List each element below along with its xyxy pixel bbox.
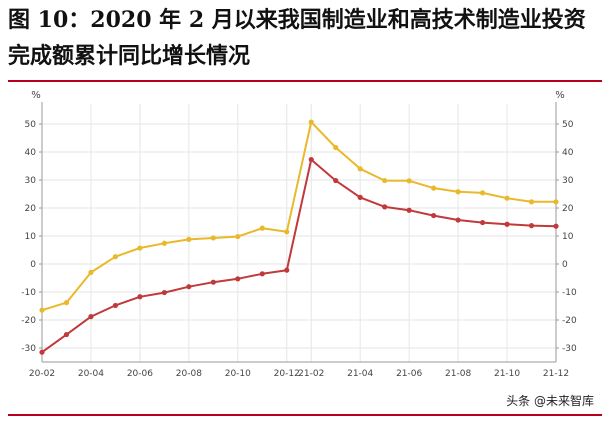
data-point	[382, 177, 388, 184]
data-point	[235, 276, 241, 282]
data-point	[235, 233, 241, 240]
data-point	[528, 223, 535, 229]
data-point	[186, 284, 192, 290]
y-tick-label-right: -10	[562, 288, 577, 298]
y-tick-label-right: 30	[562, 176, 574, 186]
series-line-2	[41, 121, 556, 312]
y-tick-label-right: 0	[562, 260, 568, 270]
x-tick-label: 21-02	[298, 369, 324, 379]
y-unit-left: %	[31, 90, 41, 101]
bottom-divider	[8, 414, 602, 416]
data-point	[88, 314, 94, 320]
data-point	[63, 300, 70, 306]
data-point	[455, 217, 461, 223]
data-point	[161, 289, 167, 296]
data-point	[88, 269, 94, 275]
title-divider	[8, 80, 602, 82]
y-tick-label-right: 10	[562, 232, 574, 242]
x-tick-label: 21-04	[347, 369, 373, 379]
y-tick-label-left: 40	[25, 148, 37, 158]
data-point	[112, 254, 119, 260]
figure-title: 图 10：2020 年 2 月以来我国制造业和高技术制造业投资完成额累计同比增长…	[8, 7, 586, 69]
y-tick-label-right: 40	[562, 148, 574, 158]
data-point	[357, 194, 363, 200]
x-tick-label: 20-12	[274, 369, 300, 379]
y-tick-label-right: -30	[562, 344, 577, 354]
y-unit-right: %	[555, 90, 565, 101]
watermark-text: 头条 @未来智库	[504, 392, 596, 409]
data-point	[455, 189, 461, 195]
x-tick-label: 20-02	[29, 369, 55, 379]
data-point	[382, 204, 388, 210]
data-point	[333, 177, 339, 184]
y-tick-label-left: 20	[25, 204, 37, 214]
data-point	[210, 279, 216, 285]
line-chart: 50 50 40 40 30 30 20 20 10 10 0 0 -10 -10 -20 -20 -30 -30…	[21, 90, 577, 385]
y-tick-label-right: 20	[562, 204, 574, 214]
data-point	[161, 240, 167, 246]
data-point	[333, 144, 339, 151]
x-tick-label: 21-12	[543, 369, 569, 379]
axis-layer: 50 50 40 40 30 30 20 20 10 10 0 0 -10 -10 -20 -20 -30 -30…	[21, 90, 577, 379]
y-tick-label-left: -30	[21, 344, 36, 354]
data-point	[479, 190, 486, 196]
y-tick-label-right: 50	[562, 120, 574, 130]
x-tick-label: 21-10	[494, 369, 520, 379]
data-point	[186, 236, 192, 242]
x-tick-label: 20-08	[176, 369, 202, 379]
data-point	[112, 302, 119, 309]
y-tick-label-left: 30	[25, 176, 37, 186]
data-point	[406, 178, 412, 184]
data-point	[431, 212, 437, 219]
data-point	[39, 307, 45, 313]
data-point	[357, 166, 363, 172]
y-tick-label-left: -20	[21, 316, 36, 326]
x-tick-label: 20-06	[127, 369, 153, 379]
legend-label: 固定资产投资完成额:制造业:累计同比	[90, 384, 257, 385]
y-tick-label-left: 0	[30, 260, 36, 270]
y-tick-label-left: 50	[25, 120, 37, 130]
data-point	[284, 267, 290, 273]
data-point	[137, 294, 143, 300]
data-point	[210, 235, 216, 241]
data-point	[479, 219, 486, 226]
y-tick-label-left: -10	[21, 288, 36, 298]
data-point	[308, 119, 314, 125]
x-tick-label: 21-06	[396, 369, 422, 379]
series-line-1	[41, 158, 557, 354]
data-point	[431, 185, 437, 191]
data-point	[553, 223, 559, 229]
y-tick-label-left: 10	[25, 232, 37, 242]
data-point	[39, 349, 45, 355]
data-point	[553, 199, 559, 205]
data-point	[504, 221, 510, 227]
data-point	[284, 229, 290, 235]
legend: 固定资产投资完成额:制造业:累计同比 固定资产投资完成额:高技术制造业:累计同比	[90, 384, 519, 385]
x-tick-label: 21-08	[445, 369, 471, 379]
y-tick-label-right: -20	[562, 316, 577, 326]
series-layer	[39, 119, 559, 355]
data-point	[137, 245, 143, 251]
x-tick-label: 20-04	[78, 369, 104, 379]
data-point	[528, 199, 535, 205]
data-point	[259, 225, 265, 231]
grid-layer	[41, 104, 557, 362]
legend-label: 固定资产投资完成额:高技术制造业:累计同比	[322, 384, 519, 385]
data-point	[406, 207, 412, 213]
data-point	[308, 156, 314, 163]
data-point	[504, 195, 510, 201]
x-tick-label: 20-10	[225, 369, 251, 379]
data-point	[259, 271, 265, 277]
data-point	[63, 331, 70, 338]
